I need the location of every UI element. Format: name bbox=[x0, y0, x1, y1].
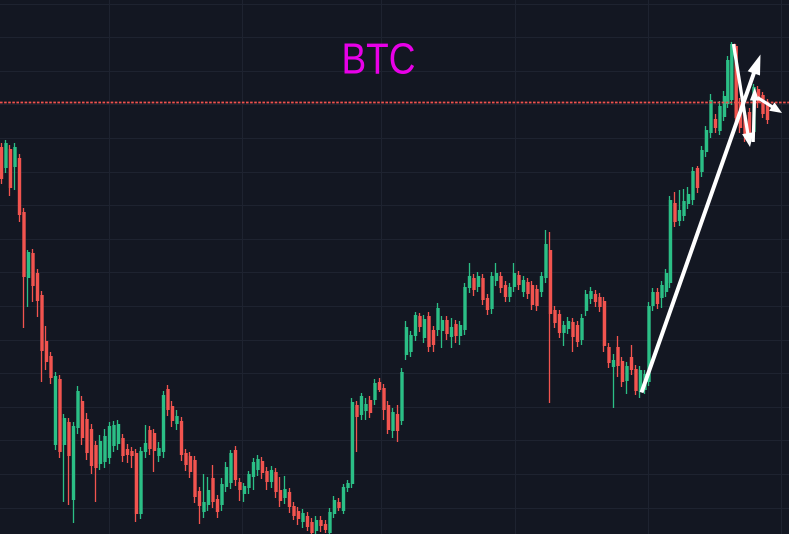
svg-text:BTC: BTC bbox=[342, 36, 416, 84]
